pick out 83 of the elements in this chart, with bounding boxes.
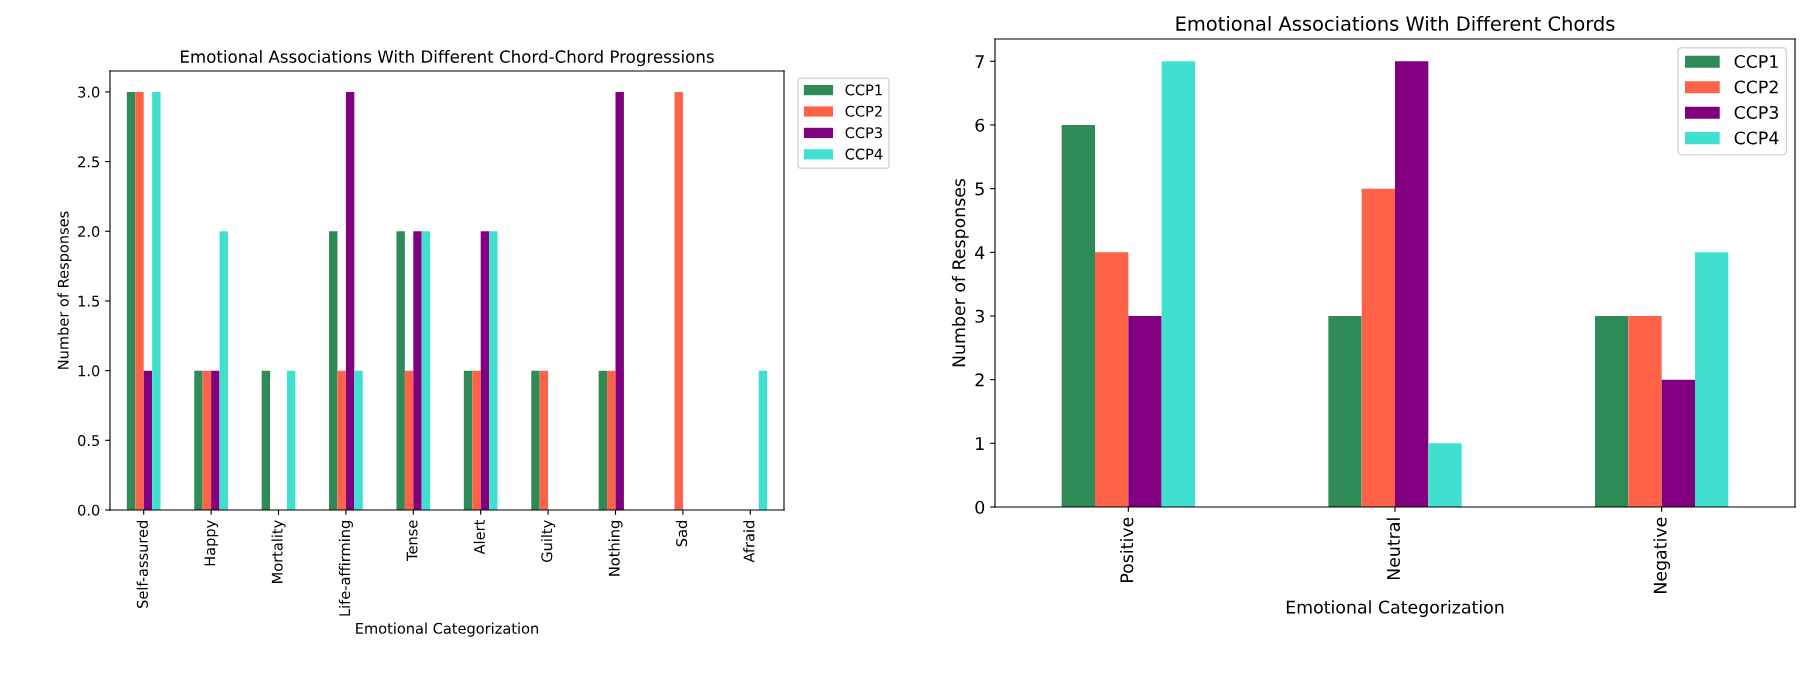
x-tick-label: Alert xyxy=(473,520,485,555)
bar xyxy=(413,231,422,510)
legend-label: CCP4 xyxy=(845,148,883,160)
bar xyxy=(1161,61,1195,507)
bar xyxy=(1695,252,1729,507)
bar xyxy=(261,370,271,510)
y-tick-label: 2.0 xyxy=(78,225,100,238)
y-tick-label: 7 xyxy=(975,55,984,68)
bar xyxy=(219,231,228,510)
x-tick-label: Guilty xyxy=(541,520,556,562)
bar xyxy=(674,91,683,510)
bar xyxy=(1595,315,1629,507)
y-axis-title: Number of Responses xyxy=(951,178,969,367)
bar xyxy=(143,370,153,510)
x-tick-label: Happy xyxy=(204,520,219,566)
bar xyxy=(345,91,355,510)
bar xyxy=(1361,188,1395,507)
bar xyxy=(598,370,608,510)
x-axis-title: Emotional Categorization xyxy=(356,622,538,637)
x-tick-label: Nothing xyxy=(608,521,623,576)
bar xyxy=(404,370,414,510)
y-tick-label: 1.5 xyxy=(78,295,99,307)
bar xyxy=(135,91,144,510)
bar xyxy=(1428,443,1462,507)
bar xyxy=(480,231,490,510)
x-tick-label: Afraid xyxy=(743,521,755,563)
bar xyxy=(1328,315,1362,507)
bar xyxy=(1628,315,1662,507)
bar xyxy=(539,370,549,510)
bar xyxy=(329,231,338,510)
x-tick-label: Life-affirming xyxy=(338,521,353,616)
x-tick-label: Self-assured xyxy=(136,521,148,608)
y-tick-label: 5 xyxy=(975,182,984,196)
bar xyxy=(211,370,220,510)
bar xyxy=(758,370,768,510)
bar xyxy=(194,370,203,510)
y-axis-title: Number of Responses xyxy=(57,211,72,369)
bar xyxy=(354,370,363,510)
legend-label: CCP3 xyxy=(1734,105,1778,120)
bar xyxy=(1661,379,1695,507)
bar xyxy=(202,370,212,510)
bar xyxy=(472,370,481,510)
y-tick-label: 0.0 xyxy=(78,504,100,516)
y-tick-label: 3 xyxy=(975,309,984,323)
bar xyxy=(531,370,540,510)
bar xyxy=(1095,252,1129,507)
y-tick-label: 4 xyxy=(975,246,985,259)
bar xyxy=(152,91,161,510)
y-tick-label: 1.0 xyxy=(78,365,100,377)
bar xyxy=(396,231,405,510)
bar xyxy=(286,370,296,510)
x-tick-label: Positive xyxy=(1119,517,1134,582)
legend-label: CCP2 xyxy=(845,105,882,117)
bar xyxy=(421,231,431,510)
chart-title: Emotional Associations With Different Chord-Chord Progressions xyxy=(181,50,714,67)
x-tick-label: Sad xyxy=(675,521,688,547)
bar xyxy=(126,91,136,510)
bar xyxy=(607,370,616,510)
legend-label: CCP4 xyxy=(1734,131,1779,145)
y-tick-label: 2 xyxy=(975,373,984,387)
bar xyxy=(489,231,498,510)
chart-title: Emotional Associations With Different Chords xyxy=(1176,15,1615,31)
x-tick-label: Tense xyxy=(406,520,418,561)
y-tick-label: 3.0 xyxy=(78,86,100,98)
bar xyxy=(615,91,624,510)
legend-label: CCP1 xyxy=(845,84,882,96)
y-tick-label: 2.5 xyxy=(78,156,99,168)
y-tick-label: 0.5 xyxy=(78,435,99,447)
x-axis-title: Emotional Categorization xyxy=(1286,600,1504,617)
bar xyxy=(1395,61,1429,507)
bar xyxy=(337,370,346,510)
y-tick-label: 1 xyxy=(976,437,984,450)
legend-label: CCP3 xyxy=(845,127,882,139)
x-tick-label: Mortality xyxy=(271,520,286,583)
bar xyxy=(463,370,473,510)
legend-label: CCP2 xyxy=(1734,80,1778,94)
x-tick-label: Neutral xyxy=(1386,518,1401,580)
bar xyxy=(1128,315,1162,507)
y-tick-label: 6 xyxy=(975,118,985,132)
legend-label: CCP1 xyxy=(1734,54,1778,69)
y-tick-label: 0 xyxy=(975,500,985,514)
bar xyxy=(1061,124,1095,507)
x-tick-label: Negative xyxy=(1653,517,1671,593)
